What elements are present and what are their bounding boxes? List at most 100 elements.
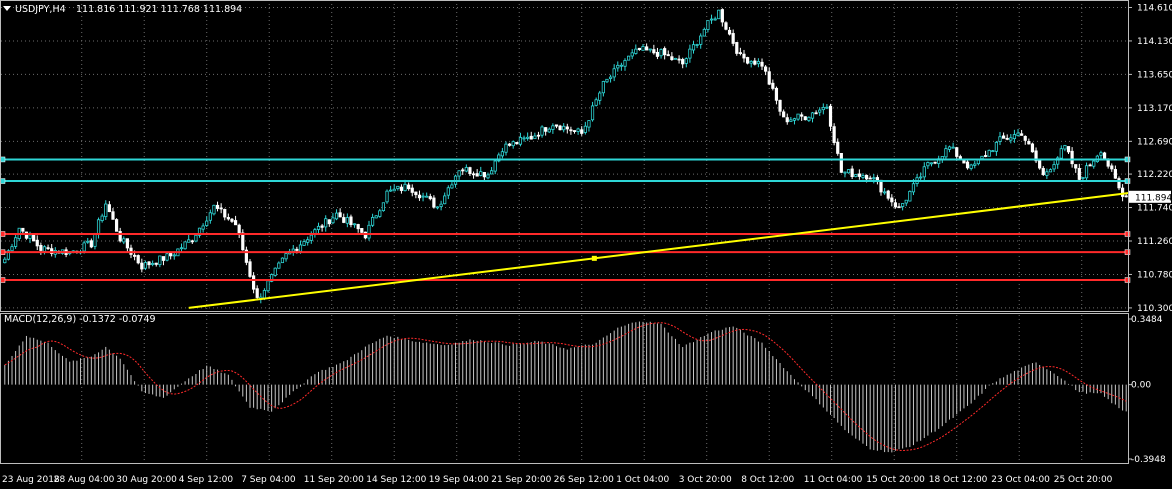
candle-body [742, 53, 746, 59]
candle-body [832, 126, 836, 143]
candle-body [745, 57, 750, 64]
candle-body [749, 60, 753, 64]
candle-body [666, 54, 670, 57]
candle-body [890, 197, 894, 203]
candle-body [699, 35, 703, 45]
level-line-handle [0, 249, 6, 255]
candle-body [111, 211, 115, 220]
candle-body [136, 255, 140, 264]
candle-body [991, 150, 995, 153]
candle-body [151, 263, 155, 265]
y-tick-label: 112.690 [1137, 137, 1172, 147]
candle-body [998, 136, 1002, 142]
candle-body [955, 147, 959, 157]
candle-body [378, 210, 382, 217]
candle-body [720, 9, 724, 23]
x-tick-label: 28 Aug 04:00 [54, 475, 115, 485]
level-line-handle [0, 231, 6, 237]
x-tick-label: 30 Aug 20:00 [116, 475, 177, 485]
candle-body [93, 233, 97, 247]
candle-body [241, 232, 245, 251]
candle-body [497, 154, 501, 162]
candle-body [104, 203, 108, 218]
candle-body [590, 105, 595, 121]
candle-body [731, 33, 735, 44]
x-tick-label: 21 Sep 20:00 [491, 475, 551, 485]
candle-body [169, 252, 173, 257]
macd-signal-line [4, 322, 1127, 452]
candle-body [565, 126, 569, 130]
candle-body [172, 254, 176, 257]
candle-body [486, 174, 490, 179]
candle-body [201, 225, 205, 230]
candle-body [114, 219, 119, 232]
candle-body [580, 129, 584, 134]
level-line-handle [1124, 156, 1131, 163]
candle-body [370, 217, 375, 226]
x-tick-label: 11 Sep 20:00 [304, 475, 364, 485]
level-line-handle [0, 156, 6, 163]
candle-body [536, 134, 541, 137]
candle-body [1002, 135, 1006, 139]
candle-body [893, 202, 898, 208]
candle-body [190, 240, 194, 243]
price-pane[interactable] [0, 8, 1131, 309]
candle-body [778, 99, 782, 112]
candle-body [608, 76, 613, 79]
x-tick-label: 3 Oct 20:00 [679, 475, 732, 485]
candle-body [461, 169, 465, 172]
level-line-handle [1124, 249, 1131, 255]
candle-body [709, 18, 714, 21]
y-tick-label: 110.300 [1137, 304, 1172, 314]
candle-body [605, 78, 609, 83]
macd-pane[interactable] [4, 321, 1127, 453]
x-tick-label: 14 Sep 12:00 [366, 475, 426, 485]
candle-body [493, 160, 497, 172]
candle-body [789, 119, 793, 122]
candle-body [533, 135, 537, 140]
candle-body [861, 175, 865, 178]
candle-body [1056, 157, 1060, 165]
candle-body [122, 238, 126, 243]
candle-body [511, 141, 515, 147]
candle-body [50, 248, 54, 254]
candle-body [616, 64, 620, 69]
candle-body [980, 155, 984, 160]
x-tick-label: 23 Aug 2018 [2, 475, 60, 485]
candle-body [522, 137, 526, 140]
candle-body [760, 61, 764, 67]
x-tick-label: 7 Sep 04:00 [241, 475, 296, 485]
candle-body [526, 136, 530, 139]
candle-body [403, 183, 407, 192]
candle-body [215, 204, 220, 209]
candle-body [1045, 171, 1049, 176]
x-tick-label: 25 Oct 20:00 [1054, 475, 1113, 485]
candle-body [479, 171, 483, 176]
candle-body [500, 151, 504, 157]
candle-body [187, 239, 191, 243]
candle-body [587, 120, 591, 128]
candle-body [983, 155, 988, 157]
candle-body [594, 99, 598, 106]
candle-body [100, 215, 104, 221]
candle-body [284, 253, 288, 260]
level-line-handle [0, 178, 6, 184]
candle-body [1030, 143, 1035, 153]
trendline [188, 191, 1130, 309]
candle-body [1009, 137, 1013, 141]
candle-body [147, 261, 151, 266]
candle-body [825, 106, 829, 109]
x-tick-label: 1 Oct 04:00 [616, 475, 669, 485]
candle-body [425, 195, 429, 198]
candle-body [226, 217, 230, 220]
candle-body [262, 290, 267, 299]
y-tick-label: 112.220 [1137, 170, 1172, 180]
candle-body [792, 118, 797, 121]
candle-body [421, 195, 425, 198]
candle-body [298, 244, 303, 252]
candle-body [1063, 145, 1067, 150]
candle-body [1020, 133, 1024, 136]
candle-body [836, 141, 840, 154]
candle-body [280, 257, 285, 264]
candle-body [133, 254, 137, 257]
